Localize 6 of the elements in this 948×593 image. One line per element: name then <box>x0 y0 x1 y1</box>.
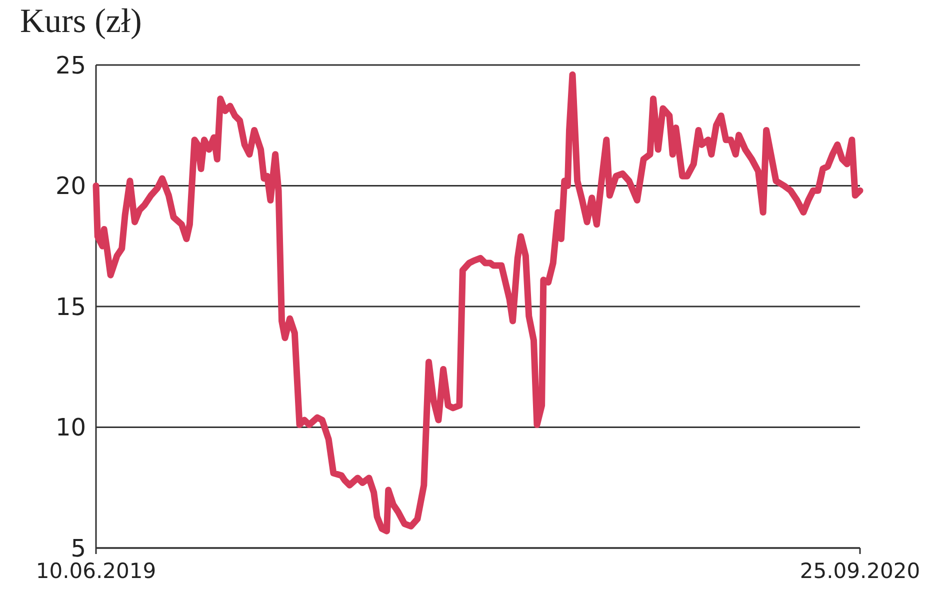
y-tick-label: 10 <box>55 414 86 442</box>
chart-title: Kurs (zł) <box>20 3 142 40</box>
x-tick-label: 25.09.2020 <box>800 559 920 583</box>
y-tick-label: 15 <box>55 292 86 321</box>
y-tick-label: 20 <box>55 172 86 200</box>
y-tick-label: 25 <box>55 51 86 80</box>
